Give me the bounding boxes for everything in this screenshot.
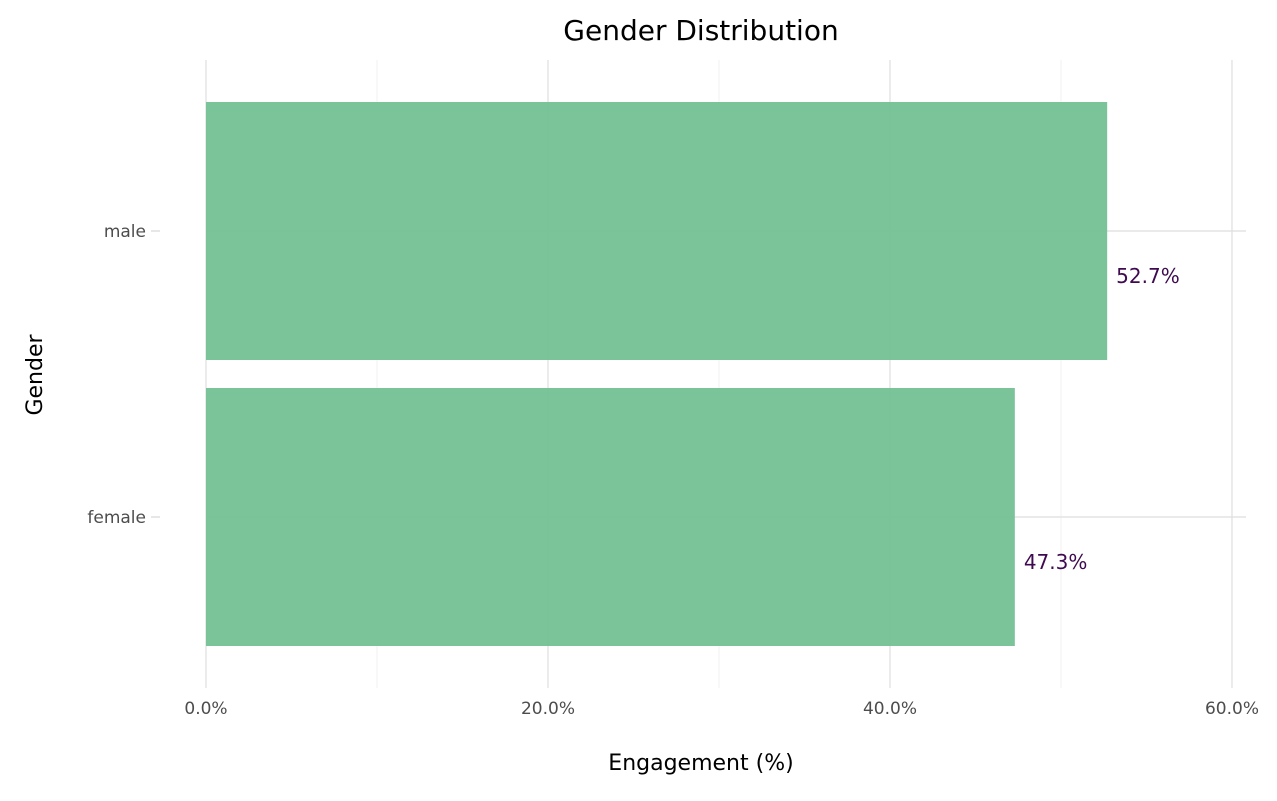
data-labels: 52.7% 47.3% (1024, 264, 1180, 574)
axis-ticks: 0.0% 20.0% 40.0% 60.0% male female (87, 222, 1259, 719)
bars (206, 102, 1108, 646)
x-axis-title: Engagement (%) (608, 751, 793, 776)
x-tick-label: 20.0% (521, 699, 575, 719)
bar-data-label: 52.7% (1116, 264, 1180, 288)
bar-data-label: 47.3% (1024, 550, 1088, 574)
bar (206, 102, 1108, 360)
y-axis-title: Gender (23, 334, 48, 416)
y-tick-label: female (87, 508, 146, 528)
x-tick-label: 60.0% (1205, 699, 1259, 719)
y-tick-label: male (104, 222, 146, 242)
x-tick-label: 40.0% (863, 699, 917, 719)
x-tick-label: 0.0% (184, 699, 227, 719)
chart-title: Gender Distribution (563, 14, 838, 47)
bar (206, 388, 1015, 646)
